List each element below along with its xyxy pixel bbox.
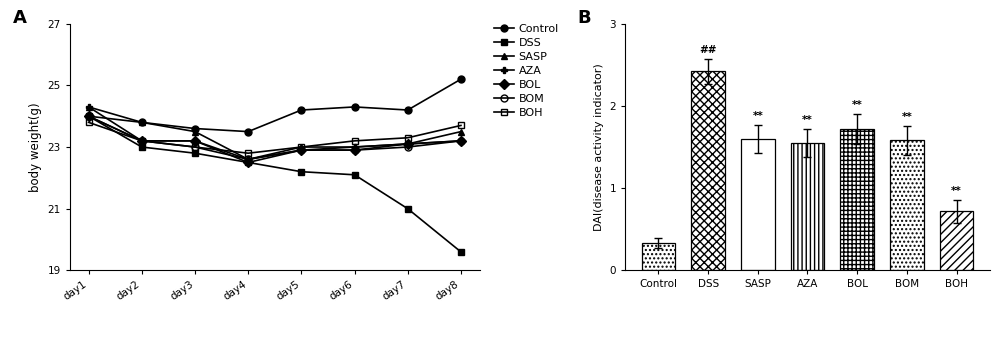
Text: **: ** [951, 186, 962, 196]
Line: Control: Control [85, 76, 464, 135]
Text: ##: ## [699, 45, 717, 55]
BOM [295, 148, 307, 152]
AZA [349, 145, 361, 149]
Control [295, 108, 307, 112]
AZA [136, 139, 148, 143]
Control [83, 114, 95, 118]
BOH [242, 151, 254, 155]
BOH [83, 120, 95, 124]
BOM [349, 148, 361, 152]
BOL [83, 114, 95, 118]
BOL [242, 161, 254, 165]
AZA [242, 157, 254, 161]
Y-axis label: body weight(g): body weight(g) [29, 102, 42, 192]
DSS [295, 170, 307, 174]
SASP [189, 129, 201, 134]
BOL [136, 139, 148, 143]
Line: SASP: SASP [85, 103, 464, 163]
BOL [295, 148, 307, 152]
Line: DSS: DSS [85, 113, 464, 256]
SASP [455, 129, 467, 134]
SASP [349, 145, 361, 149]
DSS [83, 114, 95, 118]
BOH [455, 123, 467, 127]
BOH [136, 139, 148, 143]
BOL [189, 139, 201, 143]
Bar [890, 141, 924, 270]
SASP [83, 105, 95, 109]
DSS [402, 207, 414, 211]
BOM [402, 145, 414, 149]
BOM [136, 139, 148, 143]
BOM [83, 114, 95, 118]
AZA [402, 142, 414, 146]
Text: B: B [578, 9, 591, 27]
DSS [136, 145, 148, 149]
Line: AZA: AZA [85, 103, 464, 163]
BOM [189, 145, 201, 149]
Bar [642, 243, 675, 270]
BOM [242, 157, 254, 161]
BOM [455, 139, 467, 143]
BOL [455, 139, 467, 143]
Control [349, 105, 361, 109]
SASP [295, 145, 307, 149]
Line: BOL: BOL [85, 113, 464, 166]
BOH [402, 136, 414, 140]
Text: **: ** [901, 112, 912, 122]
DSS [349, 173, 361, 177]
Legend: Control, DSS, SASP, AZA, BOL, BOM, BOH: Control, DSS, SASP, AZA, BOL, BOM, BOH [494, 24, 559, 118]
AZA [189, 139, 201, 143]
BOH [349, 139, 361, 143]
Text: A: A [13, 9, 27, 27]
BOL [402, 142, 414, 146]
Bar [791, 143, 824, 270]
Control [402, 108, 414, 112]
Text: **: ** [852, 100, 863, 110]
Text: **: ** [752, 111, 763, 121]
Bar [940, 211, 973, 270]
SASP [136, 120, 148, 124]
DSS [455, 250, 467, 254]
DSS [242, 161, 254, 165]
DSS [189, 151, 201, 155]
Bar [691, 71, 725, 270]
BOL [349, 148, 361, 152]
AZA [295, 148, 307, 152]
Bar [840, 129, 874, 270]
AZA [83, 105, 95, 109]
SASP [242, 157, 254, 161]
Control [136, 120, 148, 124]
Line: BOH: BOH [85, 119, 464, 157]
Y-axis label: DAI(disease activity indicator): DAI(disease activity indicator) [594, 63, 604, 231]
Control [189, 126, 201, 130]
Text: **: ** [802, 115, 813, 125]
Control [455, 77, 467, 81]
AZA [455, 139, 467, 143]
Line: BOM: BOM [85, 113, 464, 163]
Control [242, 129, 254, 134]
BOH [295, 145, 307, 149]
Bar [741, 139, 775, 270]
BOH [189, 145, 201, 149]
SASP [402, 142, 414, 146]
